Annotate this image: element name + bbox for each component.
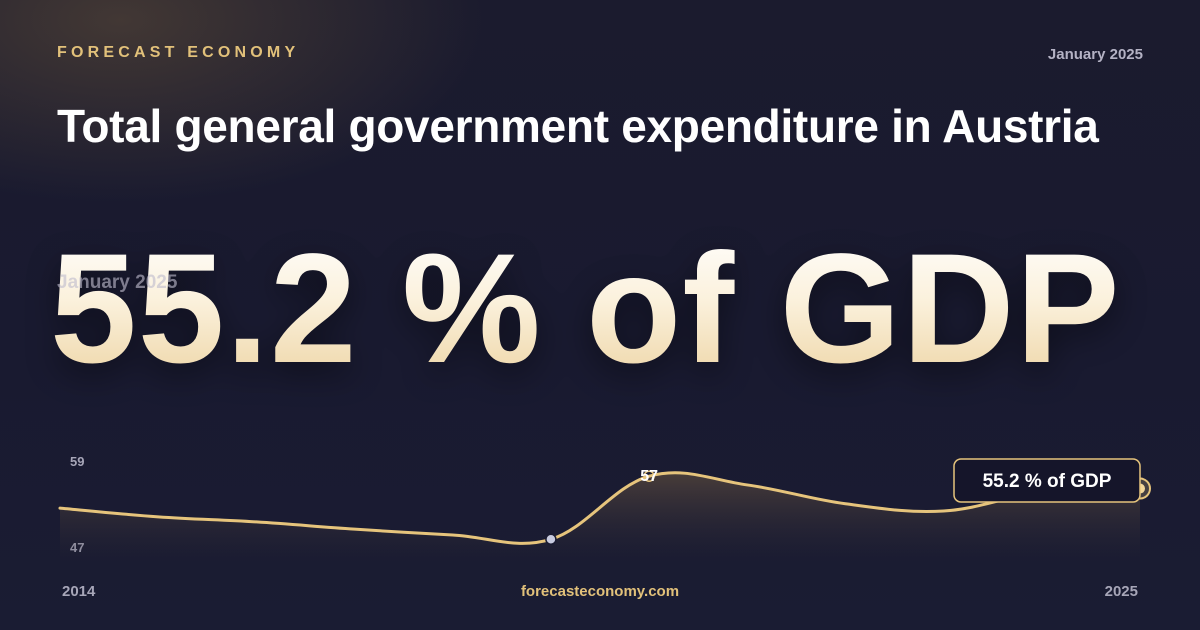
- latest-value-callout: 55.2 % of GDP: [953, 458, 1141, 503]
- page-title: Total general government expenditure in …: [57, 100, 1099, 152]
- callout-box: [953, 458, 1141, 503]
- footer-url: forecasteconomy.com: [520, 583, 680, 600]
- callout-value: 55.2 % of GDP: [983, 471, 1112, 492]
- max-point: [643, 470, 655, 482]
- chart-series-line: [58, 471, 1142, 545]
- peak-data-label: 57: [640, 468, 658, 485]
- hero-value: 55.2 % of GDP: [50, 224, 1180, 394]
- y-tick-label-top: 59: [70, 454, 84, 469]
- x-axis-label-end: 2025: [1104, 583, 1138, 600]
- min-point: [545, 533, 557, 546]
- x-axis-label-start: 2014: [62, 583, 96, 600]
- header-date: January 2025: [1047, 46, 1143, 63]
- hero-date: January 2025: [57, 272, 178, 293]
- chart-area-fill: [60, 472, 1140, 564]
- brand-name: FORECAST ECONOMY: [57, 44, 300, 61]
